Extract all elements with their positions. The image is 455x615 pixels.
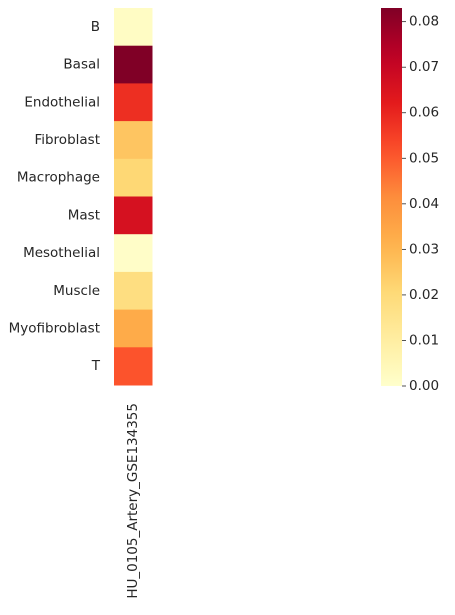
row-label: Myofibroblast [9, 320, 100, 336]
heatmap-cell-t [114, 347, 153, 386]
row-label: B [91, 19, 100, 35]
heatmap-cell-myofibroblast [114, 309, 153, 348]
row-label: Endothelial [24, 94, 100, 110]
heatmap-cell-fibroblast [114, 121, 153, 160]
heatmap-cell-mesothelial [114, 234, 153, 273]
heatmap-cells [114, 8, 153, 386]
colorbar-ticks: 0.00 0.01 0.02 0.03 0.04 0.05 0.06 0.07 0.08 [402, 14, 439, 394]
heatmap-cell-macrophage [114, 158, 153, 197]
heatmap-cell-endothelial [114, 83, 153, 122]
colorbar-tick-label: 0.05 [409, 150, 439, 166]
colorbar-tick-label: 0.08 [409, 14, 439, 30]
row-label: Mesothelial [23, 245, 100, 261]
heatmap-cell-basal [114, 45, 153, 84]
colorbar-tick-label: 0.06 [409, 105, 439, 121]
colorbar: 0.00 0.01 0.02 0.03 0.04 0.05 0.06 0.07 0.08 [381, 8, 439, 394]
column-label: HU_0105_Artery_GSE134355 [125, 403, 141, 599]
row-label: Basal [63, 57, 100, 73]
row-label: Macrophage [17, 170, 100, 186]
column-labels: HU_0105_Artery_GSE134355 [125, 403, 141, 599]
heatmap-cell-b [114, 8, 153, 47]
row-labels: B Basal Endothelial Fibroblast Macrophage Mas… [9, 19, 101, 374]
colorbar-tick-label: 0.00 [409, 378, 439, 394]
colorbar-gradient [381, 8, 402, 386]
heatmap-cell-muscle [114, 271, 153, 311]
heatmap-cell-mast [114, 196, 153, 235]
colorbar-tick-label: 0.01 [409, 332, 439, 348]
colorbar-tick-label: 0.07 [409, 59, 439, 75]
row-label: Mast [68, 207, 100, 223]
row-label: Fibroblast [34, 132, 100, 148]
colorbar-tick-label: 0.03 [409, 241, 439, 257]
colorbar-tick-label: 0.04 [409, 196, 439, 212]
row-label: T [91, 358, 101, 374]
row-label: Muscle [53, 283, 100, 299]
colorbar-tick-label: 0.02 [409, 287, 439, 303]
